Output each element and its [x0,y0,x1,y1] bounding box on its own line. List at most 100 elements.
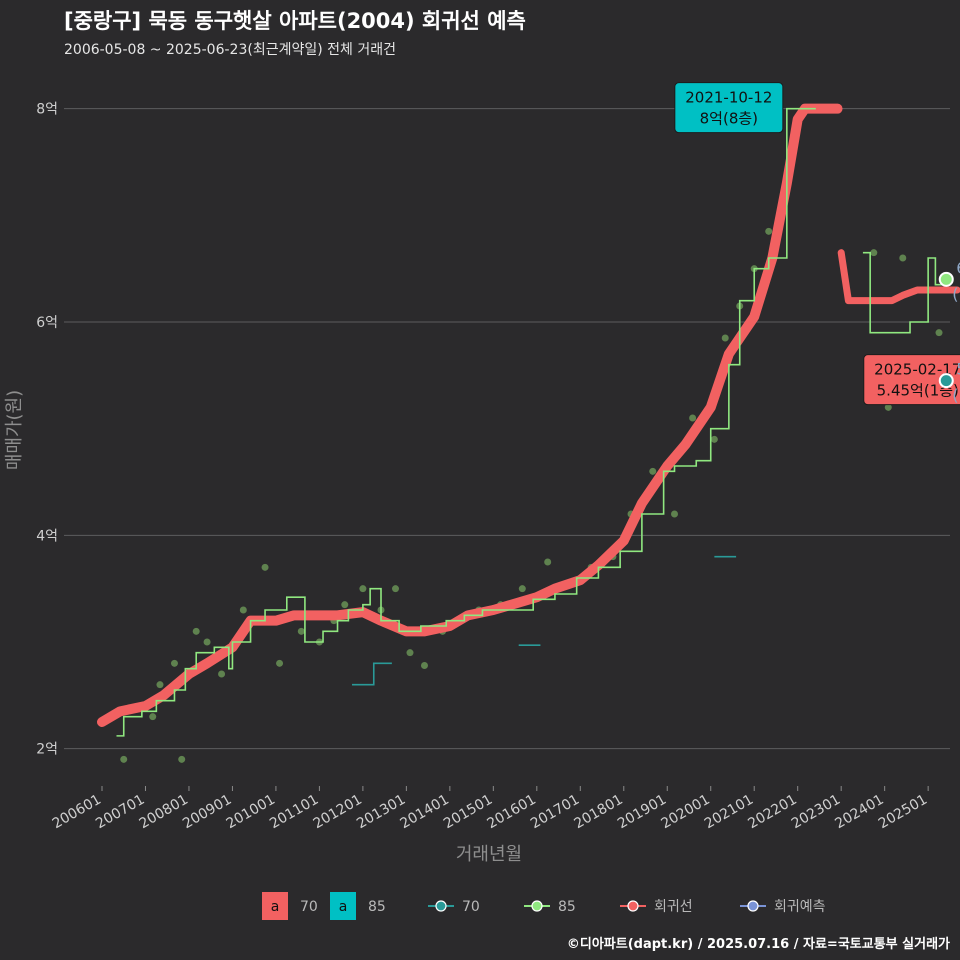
scatter-point [297,627,305,635]
scatter-point [239,606,247,614]
scatter-point [276,659,284,667]
legend-swatch-key: a [339,899,348,915]
scatter-point [170,659,178,667]
footer-credit: ©디아파트(dapt.kr) / 2025.07.16 / 자료=국토교통부 실… [567,936,950,952]
series-70-line [352,662,392,686]
scatter-point [218,670,226,678]
scatter-point [149,713,157,721]
max-callout: 2021-10-12 8억(8층) [674,82,784,134]
scatter-point [192,627,200,635]
scatter-point [203,638,211,646]
scatter-point [721,334,729,342]
legend-label-text: 85 [368,899,386,915]
x-tick-labels: 2006012007012008012009012010012011012012… [50,786,930,832]
y-tick-label: 6억 [36,315,58,331]
scatter-point [935,329,943,337]
scatter-point [884,403,892,411]
x-tick-label: 200601 [50,792,104,833]
scatter-point [261,563,269,571]
x-tick-label: 202401 [832,792,886,833]
y-tick-label: 8억 [36,102,58,118]
scatter-point [518,585,526,593]
x-tick-label: 201401 [398,792,452,833]
y-tick-label: 2억 [36,742,58,758]
x-tick-label: 201301 [354,792,408,833]
x-tick-label: 202101 [702,792,756,833]
scatter-point [689,414,697,422]
legend-label-swatch [330,892,356,920]
x-tick-label: 200801 [137,792,191,833]
legend-line-marker [747,900,759,912]
y-axis-title: 매매가(원) [4,390,25,470]
scatter-point [765,227,773,235]
scatter-point [870,249,878,257]
annotation-layer: 2021-10-12 8억(8층) 2025-02-17 5.45억(1층) 64,00… [674,82,960,406]
end-label-area: (~85㎡) [952,284,960,303]
chart-title: [중랑구] 묵동 동구햇살 아파트(2004) 회귀선 예측 [64,9,526,33]
legend-line-text: 회귀선 [654,899,693,915]
legend-line-text: 회귀예측 [774,899,826,915]
end-label-area: (~70㎡) [952,386,960,405]
scatter-point [649,467,657,475]
x-tick-label: 202201 [745,792,799,833]
legend-label-swatch [262,892,288,920]
scatter-point [391,585,399,593]
end-label-0: 64,000 (~85㎡) [938,258,960,303]
y-tick-label: 4억 [36,528,58,544]
scatter-point [406,649,414,657]
x-tick-label: 201701 [528,792,582,833]
legend-line-marker [531,900,543,912]
x-tick-label: 201501 [441,792,495,833]
x-tick-label: 200901 [180,792,234,833]
legend-line-marker [627,900,639,912]
x-tick-label: 202001 [658,792,712,833]
scatter-point [359,585,367,593]
callout-value: 8억(8층) [700,110,758,128]
x-tick-label: 202501 [876,792,930,833]
series-85-line [116,107,816,737]
y-tick-labels: 2억 4억 6억 8억 [36,102,58,758]
end-label-1: 54,500 (~70㎡) [938,360,960,405]
regression-forecast-line [837,249,960,305]
recent70-callout: 2025-02-17 5.45억(1층) [863,354,960,406]
x-tick-label: 201101 [267,792,321,833]
x-tick-label: 201901 [615,792,669,833]
callout-box [863,354,960,406]
scatter-point [544,558,552,566]
x-axis-title: 거래년월 [456,844,522,865]
scatter-point [178,755,186,763]
x-tick-label: 201801 [571,792,625,833]
scatter-point [899,254,907,262]
chart-subtitle: 2006-05-08 ~ 2025-06-23(최근계약일) 전체 거래건 [64,42,396,58]
callout-box [674,82,784,134]
end-label-value: 64,000 [956,258,960,277]
legend-swatch-key: a [271,899,280,915]
callout-date: 2021-10-12 [685,89,772,107]
scatter-point [341,601,349,609]
scatter-point [420,661,428,669]
series-layer [97,103,960,737]
scatter-layer [120,227,943,763]
legend: a 70 a 85 70 85 회귀선 회귀예측 [262,892,826,920]
scatter-point [710,435,718,443]
callout-date: 2025-02-17 [874,361,960,379]
series-85-line-recent [862,251,948,334]
end-point-marker [938,271,954,287]
x-tick-label: 200701 [93,792,147,833]
scatter-point [671,510,679,518]
end-label-value: 54,500 [956,360,960,379]
scatter-point [156,681,164,689]
x-tick-label: 202301 [789,792,843,833]
callout-value: 5.45억(1층) [877,382,959,400]
x-tick-label: 201601 [485,792,539,833]
legend-line-text: 70 [462,899,480,915]
legend-line-text: 85 [558,899,576,915]
scatter-point [120,755,128,763]
end-point-marker [938,373,954,389]
legend-label-text: 70 [300,899,318,915]
x-tick-label: 201001 [224,792,278,833]
x-tick-label: 201201 [311,792,365,833]
regression-line [97,103,843,727]
